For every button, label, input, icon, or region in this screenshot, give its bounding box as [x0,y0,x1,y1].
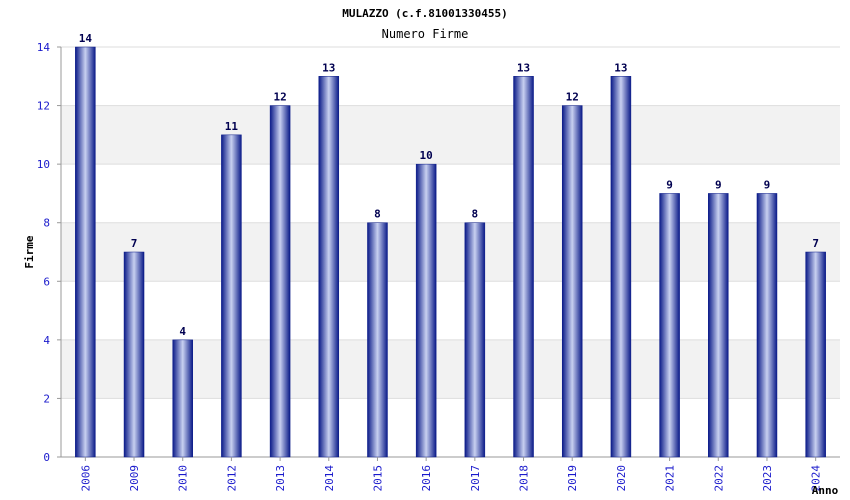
y-tick-label: 6 [43,275,50,288]
value-label-2022: 9 [715,178,722,191]
value-label-2010: 4 [179,325,186,338]
y-tick-label: 10 [37,158,50,171]
value-label-2012: 11 [225,120,239,133]
bar-2014 [318,76,340,458]
y-ticks: 0 2 4 6 8 10 12 14 [37,41,61,464]
y-tick-label: 4 [43,334,50,347]
x-tick-label-2017: 2017 [469,465,482,492]
value-label-2020: 13 [614,61,627,74]
x-tick-label-2018: 2018 [518,465,531,492]
x-tick-label-2010: 2010 [177,465,190,492]
value-labels: 14 7 4 11 12 13 8 10 8 13 12 13 9 9 9 7 [79,32,819,338]
bar-2016 [415,163,437,458]
bar-2009 [123,251,145,458]
x-ticks: 2006 2009 2010 2012 2013 2014 2015 2016 2017 2018… [79,457,823,492]
x-axis-label: Anno [812,484,839,497]
x-tick-label-2009: 2009 [128,465,141,492]
value-label-2023: 9 [764,178,771,191]
x-tick-label-2024: 2024 [810,465,823,492]
bars [75,46,826,458]
x-tick-label-2015: 2015 [371,465,384,492]
value-label-2015: 8 [374,208,381,221]
y-tick-label: 8 [43,217,50,230]
x-tick-label-2022: 2022 [712,465,725,492]
bar-2013 [269,105,291,458]
x-tick-label-2019: 2019 [566,465,579,492]
bar-2021 [659,193,680,458]
x-tick-label-2020: 2020 [615,465,628,492]
y-tick-label: 2 [43,392,50,405]
x-tick-label-2021: 2021 [664,465,677,492]
value-label-2021: 9 [666,178,673,191]
y-axis-label: Firme [23,235,36,268]
value-label-2018: 13 [517,61,530,74]
x-tick-label-2006: 2006 [79,465,92,492]
bar-2018 [513,76,534,458]
value-label-2016: 10 [420,149,433,162]
bar-2010 [172,339,193,458]
x-tick-label-2012: 2012 [225,465,238,492]
bar-2019 [561,105,583,458]
y-tick-label: 0 [43,451,50,464]
bar-2017 [464,222,486,458]
x-tick-label-2014: 2014 [323,465,336,492]
bar-2015 [367,222,388,458]
bar-2006 [75,46,96,458]
grid-band [61,105,840,165]
x-tick-label-2016: 2016 [420,465,433,492]
y-tick-label: 12 [37,100,50,113]
x-tick-label-2023: 2023 [761,465,774,492]
value-label-2024: 7 [812,237,819,250]
y-tick-label: 14 [37,41,51,54]
bar-2023 [756,193,778,458]
value-label-2006: 14 [79,32,93,45]
bar-2022 [708,193,729,458]
value-label-2019: 12 [566,91,579,104]
bar-2024 [805,251,826,458]
x-tick-label-2013: 2013 [274,465,287,492]
chart-title: MULAZZO (c.f.81001330455) [342,7,508,20]
value-label-2013: 12 [273,91,286,104]
value-label-2017: 8 [472,208,479,221]
chart-subtitle: Numero Firme [382,27,469,41]
value-label-2009: 7 [131,237,138,250]
bar-2020 [610,76,632,458]
value-label-2014: 13 [322,61,335,74]
bar-2012 [221,134,242,458]
